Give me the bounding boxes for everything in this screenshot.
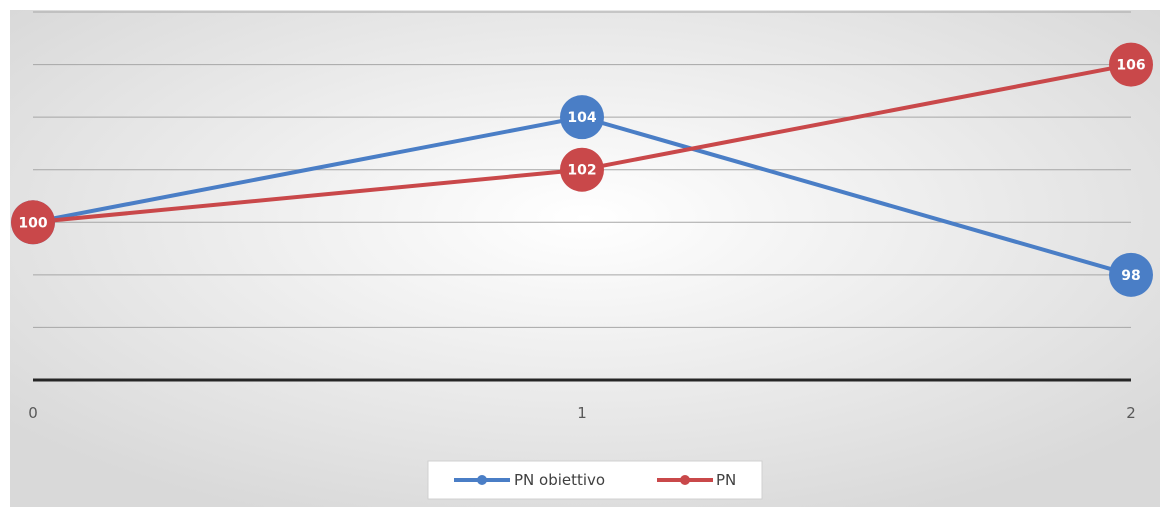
data-label: 102 (567, 163, 596, 179)
legend-entry-pn-obiettivo: PN obiettivo (454, 471, 605, 489)
data-point (11, 200, 55, 245)
chart-background (10, 10, 1160, 507)
data-label: 106 (1116, 58, 1145, 74)
x-tick-label: 1 (577, 404, 587, 422)
legend-marker-pn-obiettivo (477, 475, 487, 485)
data-label: 100 (18, 215, 47, 231)
data-markers: 104 98 100 102 106 (11, 42, 1153, 297)
x-tick-label: 0 (28, 404, 38, 422)
data-point (1109, 42, 1153, 87)
x-tick-label: 2 (1126, 404, 1136, 422)
data-point (1109, 252, 1153, 297)
legend-entry-pn: PN (657, 471, 736, 489)
data-label: 98 (1121, 268, 1140, 284)
x-axis: 0 1 2 (28, 378, 1136, 422)
data-point (560, 95, 604, 140)
data-label: 104 (567, 110, 596, 126)
legend-marker-pn (680, 475, 690, 485)
legend-label-pn: PN (716, 471, 736, 489)
legend: PN obiettivo PN (427, 460, 763, 500)
data-point (560, 147, 604, 192)
legend-label-pn-obiettivo: PN obiettivo (514, 471, 605, 489)
